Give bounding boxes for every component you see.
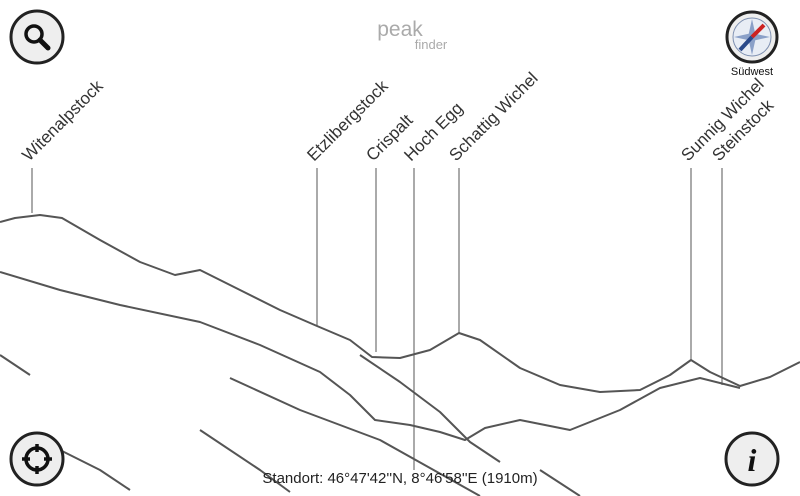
logo-sub: finder [415,37,448,52]
ridge-line [0,214,800,393]
compass-button[interactable] [725,10,779,64]
search-icon [37,37,51,51]
button-circle [724,431,780,487]
locate-button[interactable] [9,431,65,487]
search-button[interactable] [9,9,65,65]
info-button[interactable]: i [724,431,780,487]
ridge-line [0,354,31,376]
ridge-line [199,429,291,493]
compass-needle [738,35,754,52]
ridge-line [539,469,581,496]
status-location: Standort: 46°47'42''N, 8°46'58''E (1910m… [262,470,537,487]
ridge-line [0,271,741,441]
info-icon: i [748,442,757,478]
ridge-line [229,377,481,496]
compass-needle [750,23,766,39]
button-circle [9,9,65,65]
ridge-line [359,354,501,463]
button-circle [9,431,65,487]
logo-main: peak [377,18,423,41]
search-icon [24,24,44,44]
locate-icon [22,444,52,474]
compass-label: Südwest [731,66,773,78]
